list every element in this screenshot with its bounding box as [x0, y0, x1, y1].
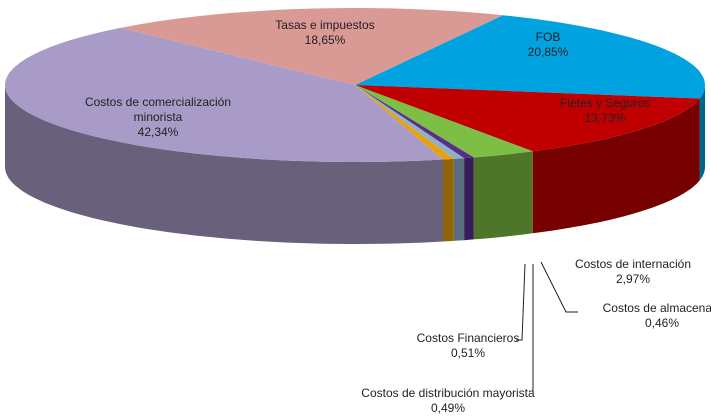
pie-slice: [355, 85, 465, 159]
leader-lines: [516, 261, 578, 392]
label-value: 13,73%: [584, 111, 626, 125]
pie-slice: [355, 85, 474, 159]
pie-slice: [120, 8, 503, 85]
data-label: Costos de comercialización minorista 42,3…: [73, 95, 243, 140]
pie-slice-side: [5, 85, 443, 244]
pie-slice: [5, 27, 443, 163]
data-label: Costos de internación 2,97%: [558, 257, 708, 287]
pie-sides: [5, 85, 705, 244]
label-value: 0,49%: [430, 401, 466, 415]
label-value: 0,46%: [644, 316, 680, 330]
label-name: Costos Financieros: [416, 331, 520, 345]
pie-slice-side: [464, 157, 474, 241]
pie-slice-side: [443, 158, 454, 242]
label-name: Fletes y Seguros: [559, 96, 651, 110]
pie-slice-side: [699, 85, 705, 181]
pie-slice: [355, 85, 700, 152]
pie-slice-side: [532, 98, 700, 234]
pie-slice: [355, 15, 705, 99]
label-value: 18,65%: [304, 33, 346, 47]
label-name: Costos de distribución mayorista: [361, 386, 535, 400]
label-name: Costos de internación: [574, 257, 692, 271]
leader-line: [516, 263, 526, 341]
pie-slice: [355, 85, 533, 158]
label-value: 42,34%: [137, 125, 179, 139]
label-name: Costos de almacenaje: [602, 301, 711, 315]
pie-slice-side: [473, 151, 533, 240]
pie-tops: [5, 8, 705, 163]
data-label: Costos de almacenaje 0,46%: [587, 301, 711, 331]
label-name: Costos de comercialización minorista: [84, 95, 232, 124]
label-value: 2,97%: [615, 272, 651, 286]
data-label: Costos Financieros 0,51%: [393, 331, 543, 361]
pie-slice: [355, 85, 454, 160]
label-value: 20,85%: [527, 45, 569, 59]
data-label: Tasas e impuestos 18,65%: [250, 18, 400, 48]
label-name: FOB: [535, 30, 561, 44]
leader-line: [540, 261, 578, 313]
data-label: FOB 20,85%: [473, 30, 623, 60]
label-value: 0,51%: [450, 346, 486, 360]
pie-slice-side: [453, 158, 465, 241]
data-label: Costos de distribución mayorista 0,49%: [338, 386, 558, 416]
label-name: Tasas e impuestos: [275, 18, 375, 32]
data-label: Fletes y Seguros 13,73%: [530, 96, 680, 126]
